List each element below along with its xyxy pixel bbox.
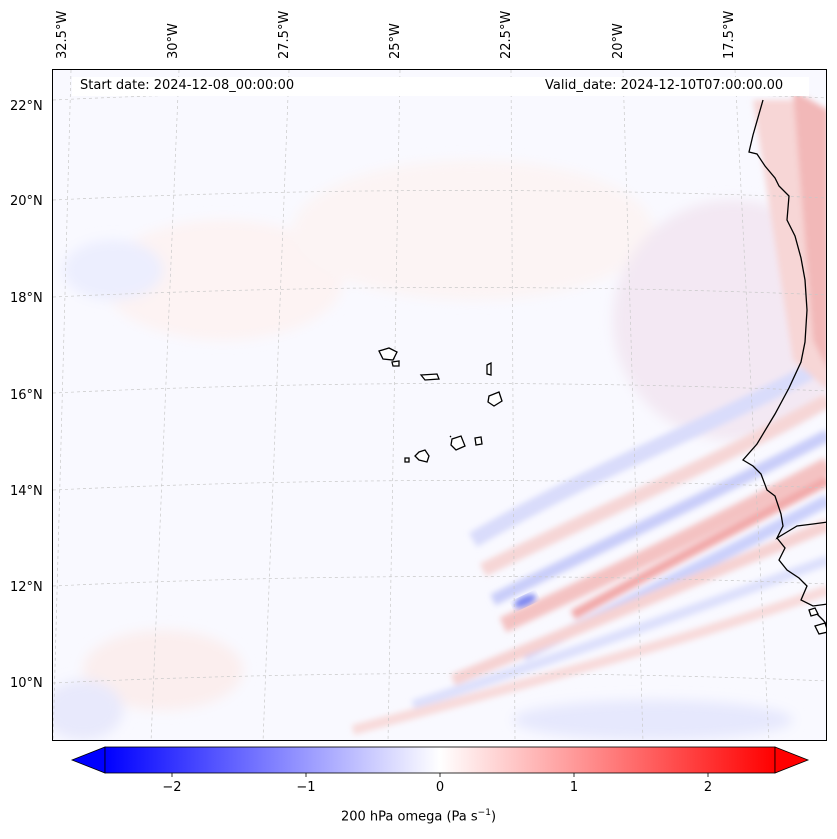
lat-label-16n: 16°N (10, 388, 43, 403)
start-date-label: Start date: 2024-12-08_00:00:00 (80, 78, 295, 93)
colorbar-extend-low (70, 746, 106, 774)
colorbar-gradient (104, 746, 776, 774)
header-bar (72, 77, 809, 96)
colorbar-title: 200 hPa omega (Pa s−1) (340, 808, 497, 825)
lon-label-30w: 30°W (166, 23, 181, 59)
colorbar-tick-label: −1 (296, 780, 316, 795)
lat-label-20n: 20°N (10, 194, 43, 209)
lon-label-25w: 25°W (388, 23, 403, 59)
colorbar (70, 746, 810, 777)
map-panel (52, 69, 827, 741)
lat-label-12n: 12°N (10, 580, 43, 595)
valid-date-label: Valid_date: 2024-12-10T07:00:00.00 (545, 78, 784, 93)
field-wave-bands (351, 90, 826, 735)
omega-field (53, 70, 826, 740)
lon-label-27.5w: 27.5°W (277, 10, 292, 59)
colorbar-tick-label: 0 (435, 780, 445, 795)
cape-verde-islands (378, 347, 826, 635)
colorbar-tick-label: 1 (569, 780, 579, 795)
colorbar-extend-high (774, 746, 810, 774)
lat-label-22n: 22°N (10, 99, 43, 114)
colorbar-tick-label: −2 (162, 780, 182, 795)
lat-label-10n: 10°N (10, 676, 43, 691)
colorbar-tick-label: 2 (703, 780, 713, 795)
omega-min-patch (513, 594, 537, 608)
lon-label-17.5w: 17.5°W (722, 10, 737, 59)
lon-label-20w: 20°W (611, 23, 626, 59)
colorbar-tick-marks (171, 773, 709, 777)
lon-label-22.5w: 22.5°W (499, 10, 514, 59)
lon-label-32.5w: 32.5°W (55, 10, 70, 59)
lat-label-14n: 14°N (10, 484, 43, 499)
field-broad-patches (53, 160, 826, 740)
lat-label-18n: 18°N (10, 291, 43, 306)
